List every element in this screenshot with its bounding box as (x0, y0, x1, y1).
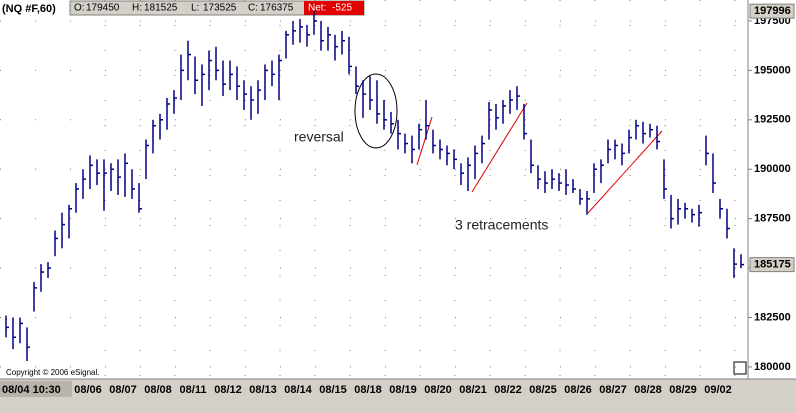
quote-label: C: (248, 3, 258, 14)
x-tick-label: 08/07 (109, 384, 137, 396)
price-marker-box (749, 3, 795, 19)
y-tick-label: 180000 (754, 361, 791, 373)
x-tick-label: 08/08 (144, 384, 172, 396)
quote-value: 176375 (260, 3, 294, 14)
x-tick-label: 08/11 (180, 384, 207, 396)
x-tick-label: 08/25 (529, 384, 557, 396)
annotation: 3 retracements (455, 217, 548, 233)
x-tick-label: 08/06 (74, 384, 102, 396)
y-tick-label: 190000 (754, 163, 791, 175)
y-tick-label: 192500 (754, 114, 791, 126)
price-marker-box (749, 257, 795, 273)
y-tick-label: 187500 (754, 213, 791, 225)
x-tick-label: 08/21 (459, 384, 487, 396)
x-tick-label: 08/28 (634, 384, 662, 396)
quote-value: 179450 (86, 3, 120, 14)
quote-value: 181525 (144, 3, 178, 14)
copyright: Copyright © 2006 eSignal. (6, 368, 100, 377)
x-tick-label: 08/04 10:30 (2, 384, 61, 396)
trend-line (587, 130, 663, 214)
annotation: reversal (294, 129, 344, 145)
x-tick-label: 08/12 (214, 384, 242, 396)
x-tick-label: 08/22 (494, 384, 522, 396)
net-box (304, 1, 364, 15)
x-tick-label: 08/19 (389, 384, 417, 396)
x-tick-label: 08/14 (284, 384, 312, 396)
symbol: (NQ #F,60) (2, 3, 56, 15)
x-tick-label: 08/13 (249, 384, 277, 396)
x-tick-label: 08/27 (599, 384, 627, 396)
price-marker-label: 197996 (754, 5, 791, 17)
x-axis-strip (0, 379, 796, 413)
x-tick-label: 08/26 (564, 384, 592, 396)
x-label-box (0, 381, 72, 397)
x-tick-label: 08/18 (354, 384, 382, 396)
x-tick-label: 08/29 (669, 384, 697, 396)
x-tick-label: 08/15 (319, 384, 347, 396)
y-tick-label: 195000 (754, 64, 791, 76)
price-marker-label: 185175 (754, 259, 791, 271)
quote-label: L: (191, 3, 199, 14)
quote-label: O: (74, 3, 85, 14)
y-tick-label: 182500 (754, 311, 791, 323)
quote-label: H: (132, 3, 142, 14)
x-tick-label: 09/02 (704, 384, 732, 396)
scroll-icon[interactable] (733, 361, 747, 375)
net-label: Net: (308, 3, 326, 14)
trend-line (416, 116, 433, 166)
reversal-circle (354, 73, 398, 149)
net-value: -525 (332, 3, 352, 14)
x-tick-label: 08/20 (424, 384, 452, 396)
quote-value: 173525 (203, 3, 237, 14)
trend-line (471, 102, 528, 193)
